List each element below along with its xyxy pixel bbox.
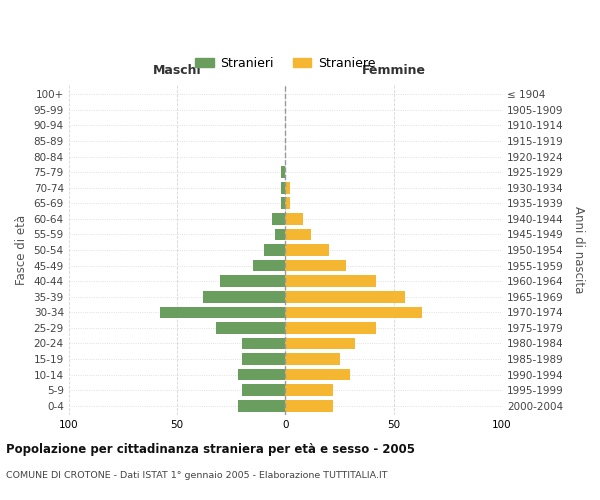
Bar [286, 276, 376, 287]
Bar [242, 353, 286, 365]
Bar [286, 182, 290, 194]
Text: Femmine: Femmine [362, 64, 426, 77]
Bar [160, 306, 286, 318]
Legend: Stranieri, Straniere: Stranieri, Straniere [190, 52, 380, 74]
Bar [286, 198, 290, 209]
Bar [281, 166, 286, 178]
Bar [220, 276, 286, 287]
Bar [286, 213, 302, 224]
Bar [286, 338, 355, 349]
Bar [281, 198, 286, 209]
Bar [286, 228, 311, 240]
Bar [216, 322, 286, 334]
Bar [263, 244, 286, 256]
Bar [203, 291, 286, 302]
Bar [238, 400, 286, 411]
Bar [281, 182, 286, 194]
Bar [286, 353, 340, 365]
Bar [275, 228, 286, 240]
Text: Maschi: Maschi [153, 64, 202, 77]
Bar [286, 384, 333, 396]
Bar [286, 260, 346, 272]
Text: Popolazione per cittadinanza straniera per età e sesso - 2005: Popolazione per cittadinanza straniera p… [6, 442, 415, 456]
Bar [286, 306, 422, 318]
Y-axis label: Fasce di età: Fasce di età [15, 215, 28, 285]
Bar [272, 213, 286, 224]
Bar [286, 291, 404, 302]
Y-axis label: Anni di nascita: Anni di nascita [572, 206, 585, 294]
Bar [286, 369, 350, 380]
Text: COMUNE DI CROTONE - Dati ISTAT 1° gennaio 2005 - Elaborazione TUTTITALIA.IT: COMUNE DI CROTONE - Dati ISTAT 1° gennai… [6, 470, 388, 480]
Bar [253, 260, 286, 272]
Bar [242, 338, 286, 349]
Bar [286, 400, 333, 411]
Bar [242, 384, 286, 396]
Bar [286, 322, 376, 334]
Bar [286, 244, 329, 256]
Bar [238, 369, 286, 380]
